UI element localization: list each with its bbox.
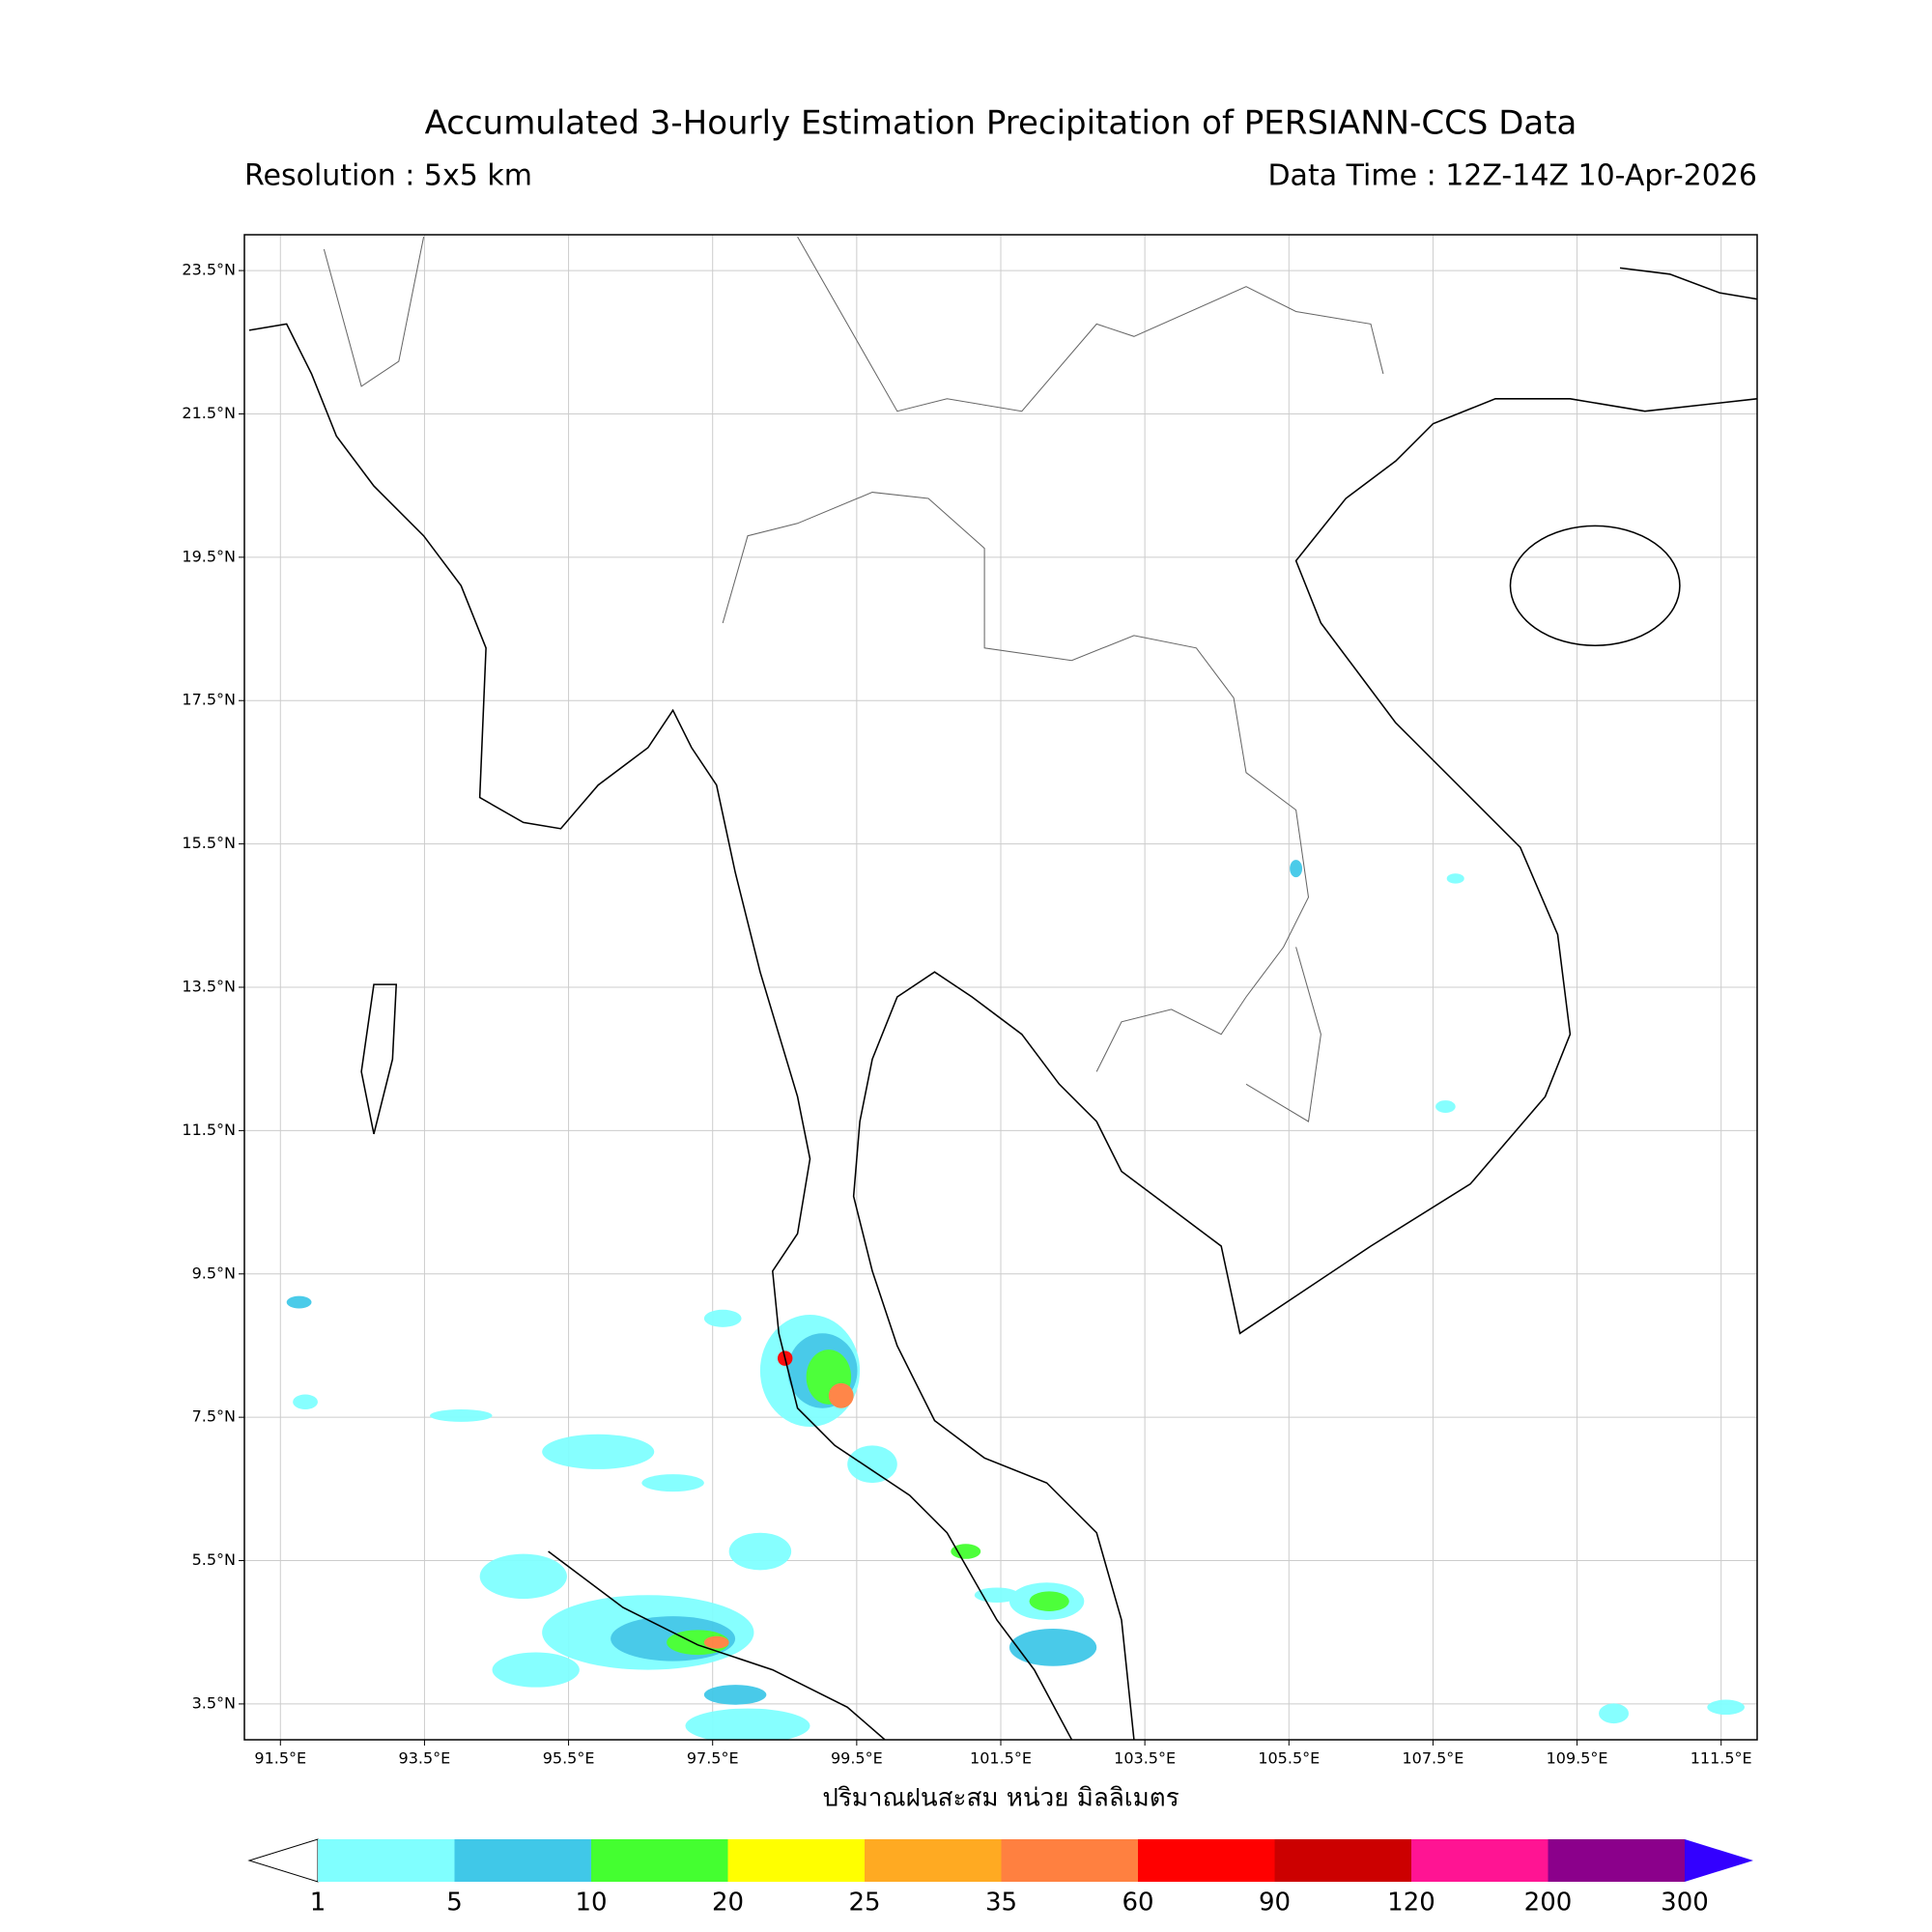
grid [244, 235, 1757, 1740]
x-tick-label: 111.5°E [1690, 1749, 1752, 1768]
x-tick-label: 109.5°E [1547, 1749, 1608, 1768]
title: Accumulated 3-Hourly Estimation Precipit… [425, 104, 1577, 143]
colorbar-label: 60 [1122, 1889, 1153, 1918]
colorbar-label: 5 [446, 1889, 463, 1918]
y-tick-label: 7.5°N [192, 1407, 236, 1426]
resolution: Resolution : 5x5 km [244, 159, 532, 193]
y-tick-label: 19.5°N [182, 547, 236, 565]
geography [248, 236, 1757, 1740]
colorbar-box [1274, 1839, 1411, 1882]
colorbar-label: 300 [1661, 1889, 1709, 1918]
y-tick-label: 17.5°N [182, 691, 236, 709]
precipitation [286, 860, 1745, 1740]
y-tick-label: 5.5°N [192, 1550, 236, 1569]
colorbar-label: 1 [310, 1889, 327, 1918]
colorbar-over [1685, 1839, 1753, 1882]
colorbar-box [727, 1839, 865, 1882]
colorbar-label: 25 [848, 1889, 880, 1918]
colorbar-box [1548, 1839, 1685, 1882]
colorbar-box [318, 1839, 455, 1882]
y-tick-label: 3.5°N [192, 1693, 236, 1712]
y-tick-label: 13.5°N [182, 978, 236, 996]
x-tick-label: 101.5°E [970, 1749, 1032, 1768]
x-tick-label: 103.5°E [1114, 1749, 1176, 1768]
x-tick-label: 105.5°E [1258, 1749, 1320, 1768]
shapes [248, 236, 1757, 1740]
colorbar-label: 35 [985, 1889, 1017, 1918]
colorbar-label: 10 [575, 1889, 607, 1918]
colorbar-box [591, 1839, 728, 1882]
colorbar-label: 120 [1387, 1889, 1435, 1918]
x-tick-label: 93.5°E [399, 1749, 451, 1768]
colorbar-box [454, 1839, 591, 1882]
x-tick-label: 95.5°E [543, 1749, 595, 1768]
colorbar-under [247, 1838, 319, 1883]
colorbar: 1 5 10 20 25 35 60 90 120 200 300 [247, 1838, 1753, 1918]
x-tick-label: 97.5°E [687, 1749, 739, 1768]
y-tick-label: 15.5°N [182, 834, 236, 852]
colorbar-box [1138, 1839, 1275, 1882]
colorbar-label: 90 [1259, 1889, 1291, 1918]
colorbar-label: 20 [712, 1889, 744, 1918]
y-tick-label: 23.5°N [182, 261, 236, 279]
colorbar-box [1001, 1839, 1138, 1882]
x-tick-label: 99.5°E [831, 1749, 883, 1768]
colorbar-label: 200 [1524, 1889, 1573, 1918]
data-time: Data Time : 12Z-14Z 10-Apr-2026 [1267, 159, 1757, 193]
x-tick-label: 91.5°E [254, 1749, 306, 1768]
colorbar-box [1411, 1839, 1548, 1882]
x-axis-label: ปริมาณฝนสะสม หน่วย มิลลิเมตร [822, 1784, 1179, 1813]
x-tick-label: 107.5°E [1402, 1749, 1463, 1768]
y-tick-label: 9.5°N [192, 1264, 236, 1282]
map-layers [243, 234, 1758, 1741]
y-tick-label: 11.5°N [182, 1121, 236, 1139]
y-tick-label: 21.5°N [182, 404, 236, 422]
colorbar-box [865, 1839, 1002, 1882]
